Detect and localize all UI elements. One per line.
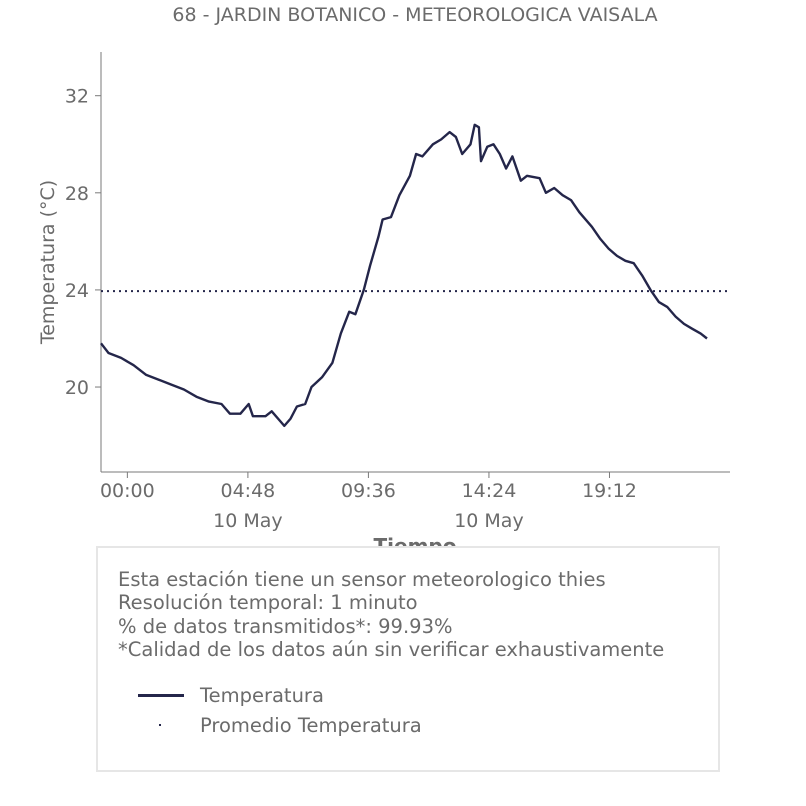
- info-lines: Esta estación tiene un sensor meteorolog…: [118, 568, 664, 661]
- x-tick-label: 04:48: [221, 480, 276, 502]
- plot-series: [100, 123, 730, 428]
- y-tick-label: 28: [65, 183, 89, 205]
- x-tick-label: 19:12: [582, 480, 637, 502]
- legend-item-temperatura: Temperatura: [138, 680, 422, 710]
- x-tick-label: 14:24: [462, 480, 517, 502]
- legend-label-temperatura: Temperatura: [200, 683, 324, 707]
- x-tick-sublabel: 10 May: [213, 510, 283, 532]
- chart-title: 68 - JARDIN BOTANICO - METEOROLOGICA VAI…: [172, 4, 657, 26]
- y-tick-label: 24: [65, 280, 89, 302]
- temperature-line: [100, 123, 708, 428]
- chart-axes: [100, 52, 730, 473]
- legend-item-promedio: Promedio Temperatura: [138, 710, 422, 740]
- legend-line-swatch: [138, 680, 184, 710]
- info-box: Esta estación tiene un sensor meteorolog…: [96, 546, 720, 772]
- info-line-transmitted: % de datos transmitidos*: 99.93%: [118, 614, 453, 638]
- x-tick-label: 09:36: [341, 480, 396, 502]
- y-ticks: 20 24 28 32: [65, 86, 101, 399]
- legend-dot-swatch: [138, 710, 184, 740]
- info-line-sensor: Esta estación tiene un sensor meteorolog…: [118, 568, 606, 591]
- legend-label-promedio: Promedio Temperatura: [200, 713, 422, 737]
- x-ticks: 00:00 04:48 10 May 09:36 14:24 10 May 19:12: [100, 472, 637, 532]
- y-axis-label: Temperatura (°C): [37, 180, 59, 345]
- y-tick-label: 20: [65, 377, 89, 399]
- x-tick-sublabel: 10 May: [454, 510, 524, 532]
- y-tick-label: 32: [65, 86, 89, 108]
- x-tick-label: 00:00: [100, 480, 155, 502]
- legend: Temperatura Promedio Temperatura: [138, 680, 422, 740]
- info-line-quality: *Calidad de los datos aún sin verificar …: [118, 637, 665, 661]
- info-line-resolution: Resolución temporal: 1 minuto: [118, 591, 418, 615]
